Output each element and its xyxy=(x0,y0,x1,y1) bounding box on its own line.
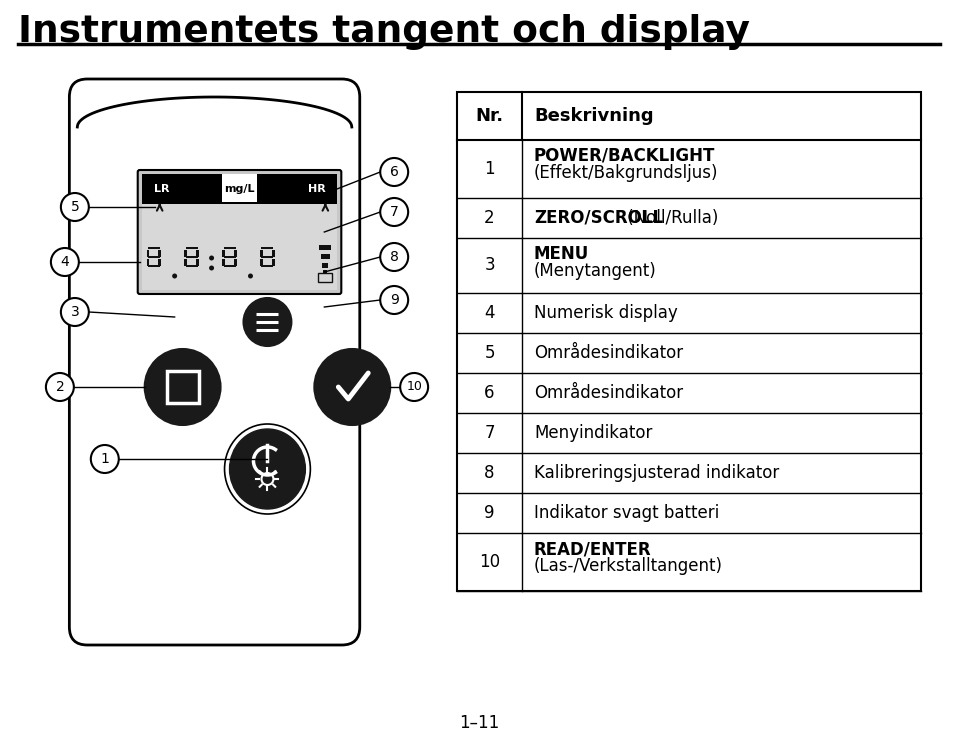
Circle shape xyxy=(46,373,74,401)
Text: 2: 2 xyxy=(484,209,494,227)
Bar xyxy=(224,247,235,249)
Circle shape xyxy=(51,248,79,276)
Ellipse shape xyxy=(229,429,305,509)
Text: 8: 8 xyxy=(484,464,494,482)
Text: (Effekt/Bakgrundsljus): (Effekt/Bakgrundsljus) xyxy=(534,164,718,182)
Text: mg/L: mg/L xyxy=(225,184,254,194)
Text: Nr.: Nr. xyxy=(475,107,504,125)
Circle shape xyxy=(380,286,408,314)
Circle shape xyxy=(400,373,428,401)
Text: Instrumentets tangent och display: Instrumentets tangent och display xyxy=(18,14,750,50)
Bar xyxy=(148,265,159,267)
Text: HR: HR xyxy=(308,184,326,194)
Text: 10: 10 xyxy=(406,381,422,393)
Text: (Las-/Verkstalltangent): (Las-/Verkstalltangent) xyxy=(534,557,723,575)
Text: 1–11: 1–11 xyxy=(459,714,499,732)
Bar xyxy=(323,263,328,268)
Circle shape xyxy=(380,158,408,186)
Circle shape xyxy=(209,265,214,271)
Bar xyxy=(260,259,263,266)
Bar xyxy=(142,174,337,204)
Text: 4: 4 xyxy=(484,304,494,322)
Circle shape xyxy=(244,298,292,346)
Text: 4: 4 xyxy=(60,255,69,269)
Circle shape xyxy=(314,349,390,425)
Circle shape xyxy=(380,243,408,271)
Text: Kalibreringsjusterad indikator: Kalibreringsjusterad indikator xyxy=(534,464,780,482)
Circle shape xyxy=(380,198,408,226)
Text: READ/ENTER: READ/ENTER xyxy=(534,540,652,558)
Text: ZERO/SCROLL: ZERO/SCROLL xyxy=(534,209,663,227)
Bar xyxy=(261,247,274,249)
Circle shape xyxy=(60,193,89,221)
Bar xyxy=(261,265,274,267)
Bar xyxy=(185,247,198,249)
Text: Indikator svagt batteri: Indikator svagt batteri xyxy=(534,504,719,522)
Text: 9: 9 xyxy=(484,504,494,522)
Circle shape xyxy=(145,349,221,425)
Text: Områdesindikator: Områdesindikator xyxy=(534,344,683,362)
Text: 6: 6 xyxy=(484,384,494,402)
Bar xyxy=(148,256,159,258)
Bar xyxy=(273,259,275,266)
Bar xyxy=(167,371,199,403)
Bar xyxy=(158,259,161,266)
Bar xyxy=(321,254,330,259)
Text: 10: 10 xyxy=(479,553,500,571)
Text: 5: 5 xyxy=(484,344,494,362)
Circle shape xyxy=(172,274,178,278)
Text: 7: 7 xyxy=(390,205,398,219)
Text: POWER/BACKLIGHT: POWER/BACKLIGHT xyxy=(534,147,715,165)
Text: 8: 8 xyxy=(390,250,398,264)
Text: MENU: MENU xyxy=(534,245,589,263)
Bar xyxy=(197,259,199,266)
FancyBboxPatch shape xyxy=(69,79,360,645)
Bar xyxy=(223,250,225,257)
Text: 2: 2 xyxy=(56,380,64,394)
Bar xyxy=(197,250,199,257)
Bar xyxy=(185,265,198,267)
FancyBboxPatch shape xyxy=(137,170,342,294)
Text: Menyindikator: Menyindikator xyxy=(534,424,652,442)
Text: 5: 5 xyxy=(70,200,80,214)
Text: Områdesindikator: Områdesindikator xyxy=(534,384,683,402)
Text: LR: LR xyxy=(154,184,169,194)
Bar xyxy=(234,259,237,266)
Circle shape xyxy=(91,445,119,473)
Bar xyxy=(148,247,159,249)
Bar xyxy=(224,265,235,267)
Bar xyxy=(320,245,331,250)
Bar xyxy=(261,256,274,258)
Bar xyxy=(273,250,275,257)
Bar xyxy=(184,250,187,257)
Bar xyxy=(457,92,922,591)
Bar xyxy=(142,204,337,290)
Bar xyxy=(184,259,187,266)
Text: (Noll/Rulla): (Noll/Rulla) xyxy=(622,209,718,227)
Text: (Menytangent): (Menytangent) xyxy=(534,262,657,280)
Text: 9: 9 xyxy=(390,293,398,307)
Bar xyxy=(158,250,161,257)
Bar xyxy=(185,256,198,258)
Text: 6: 6 xyxy=(390,165,398,179)
Bar xyxy=(324,270,327,273)
Text: Beskrivning: Beskrivning xyxy=(534,107,654,125)
Circle shape xyxy=(60,298,89,326)
Bar xyxy=(222,174,257,202)
Circle shape xyxy=(209,256,214,260)
Bar xyxy=(147,250,149,257)
Text: 3: 3 xyxy=(70,305,80,319)
Bar xyxy=(147,259,149,266)
Bar xyxy=(224,256,235,258)
Circle shape xyxy=(248,274,253,278)
Text: 7: 7 xyxy=(484,424,494,442)
Text: 3: 3 xyxy=(484,256,494,274)
Bar xyxy=(260,250,263,257)
Text: 1: 1 xyxy=(101,452,109,466)
Bar xyxy=(223,259,225,266)
Bar xyxy=(234,250,237,257)
Text: 1: 1 xyxy=(484,160,494,178)
Text: Numerisk display: Numerisk display xyxy=(534,304,678,322)
